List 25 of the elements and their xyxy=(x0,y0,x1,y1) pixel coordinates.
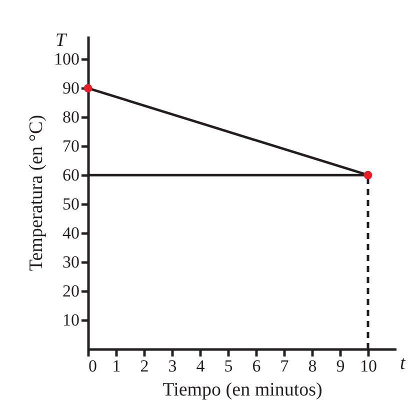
x-tick-label: 2 xyxy=(140,356,149,376)
y-tick-label: 60 xyxy=(62,166,80,185)
x-axis-title: Tiempo (en minutos) xyxy=(162,380,322,400)
x-tick-label: 10 xyxy=(360,356,377,376)
x-tick-label: 8 xyxy=(308,356,317,376)
text: t xyxy=(400,353,406,374)
y-tick-label: 80 xyxy=(62,108,80,127)
y-tick-label: 50 xyxy=(62,194,80,214)
x-tick-label: 0 xyxy=(88,356,97,376)
x-tick-label: 4 xyxy=(196,356,206,376)
x-tick-label: 7 xyxy=(280,356,290,376)
x-tick-label: 3 xyxy=(168,356,177,376)
y-tick-label: 40 xyxy=(62,224,80,243)
y-tick-label: 70 xyxy=(62,136,80,156)
y-tick-label: 30 xyxy=(62,252,80,272)
y-tick-label: 100 xyxy=(54,50,80,69)
text: T xyxy=(55,30,68,51)
x-tick-label: 5 xyxy=(224,356,233,376)
y-tick-label: 90 xyxy=(62,78,80,98)
y-tick-label: 20 xyxy=(62,282,80,301)
x-tick-label: 1 xyxy=(112,356,121,376)
y-tick-label: 10 xyxy=(62,310,80,330)
x-tick-label: 6 xyxy=(252,356,261,376)
y-axis-title: Temperatura (en °C) xyxy=(26,114,47,272)
x-tick-label: 9 xyxy=(336,356,345,376)
